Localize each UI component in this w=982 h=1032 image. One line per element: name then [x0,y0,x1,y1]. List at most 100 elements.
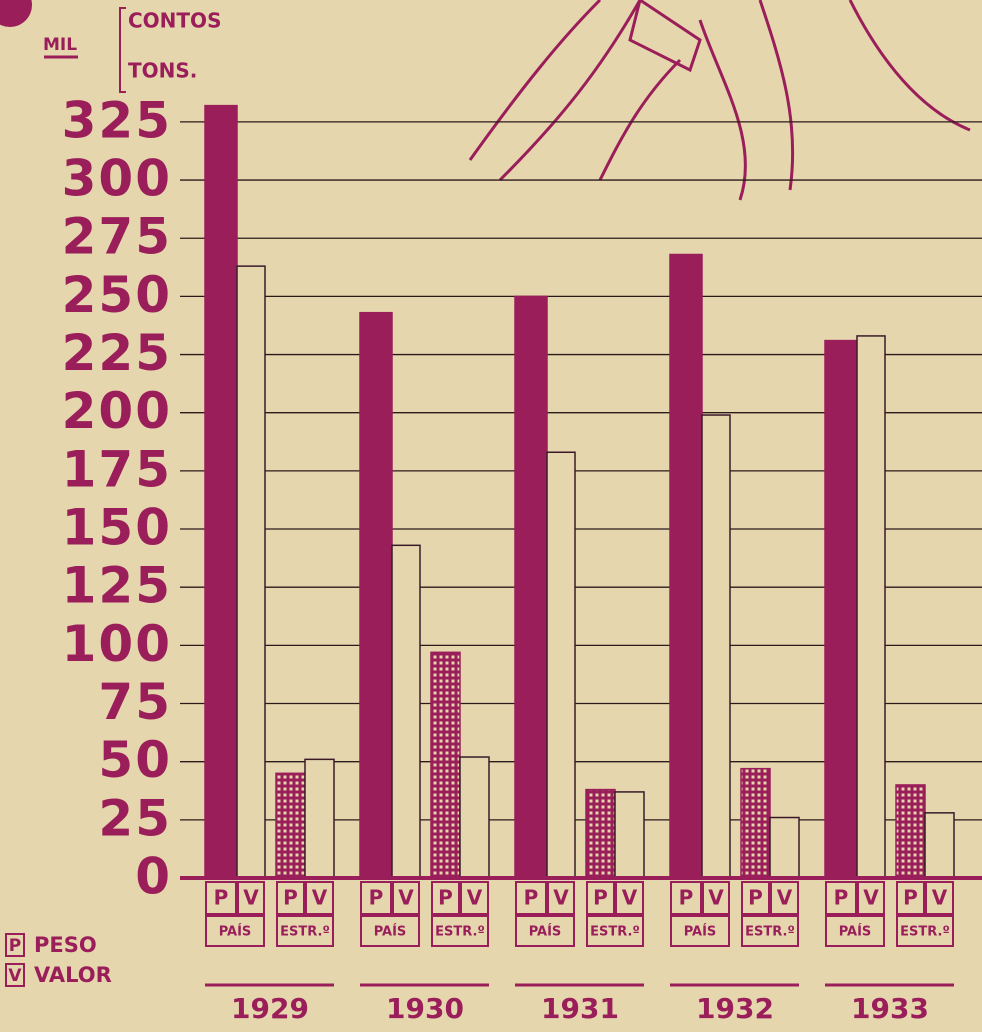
bar [769,816,800,879]
key-box [360,881,392,915]
group-box [896,915,954,947]
bar [740,767,771,879]
bracket [119,7,126,93]
group-box [586,915,644,947]
group-label: PAÍS [684,924,717,940]
bar-key: V [243,886,259,910]
x-tick-label: 1932 [696,992,774,1025]
key-box [925,881,954,915]
group-label: PAÍS [219,924,252,940]
bar [430,651,461,879]
y-tick-label: 100 [62,615,172,673]
group-label: ESTR.º [590,925,640,940]
legend-label: VALOR [34,963,112,987]
x-tick-label: 1930 [386,992,464,1025]
y-tick-label: 175 [62,440,172,498]
bar-key: P [214,886,229,910]
y-tick-label: 75 [98,673,172,731]
group-box [515,915,575,947]
bar [514,295,548,879]
x-tick-label: 1931 [541,992,619,1025]
group-label: PAÍS [374,924,407,940]
bar [459,756,490,879]
x-tick-label: 1929 [231,992,309,1025]
x-tick-label: 1933 [851,992,929,1025]
legend-key: P [9,936,21,956]
bar-key: P [834,886,849,910]
key-box [237,881,265,915]
group-label: ESTR.º [280,925,330,940]
y-tick-label: 225 [62,324,172,382]
decoration [0,0,971,201]
y-tick-label: 25 [98,789,172,847]
bar [614,791,645,879]
y-tick-label: 150 [62,499,172,557]
key-box [276,881,305,915]
y-tick-label: 125 [62,557,172,615]
unit-label: MIL [43,35,77,55]
bar-key: V [467,886,483,910]
key-box [896,881,925,915]
bar-key: P [438,886,453,910]
y-tick-label: 0 [135,848,172,906]
legend-box [5,933,25,957]
bar-key: P [903,886,918,910]
bar-key: V [863,886,879,910]
group-label: ESTR.º [745,925,795,940]
group-box [205,915,265,947]
bar [204,104,238,879]
bar [275,772,306,879]
y-tick-label: 300 [62,150,172,208]
bar-key: P [679,886,694,910]
bar-key: V [622,886,638,910]
group-box [360,915,420,947]
group-box [431,915,489,947]
bar-key: P [593,886,608,910]
y-tick-label: 250 [62,266,172,324]
bar-key: P [283,886,298,910]
bar [359,311,393,879]
key-box [305,881,334,915]
bar [824,339,858,879]
key-box [741,881,770,915]
y-tick-label: 325 [62,91,172,149]
key-box [702,881,730,915]
key-box [615,881,644,915]
bar [304,758,335,879]
key-box [586,881,615,915]
bar [236,265,266,879]
legend-box [5,963,25,987]
legend-key: V [8,966,22,986]
axis-label: CONTOS [128,9,221,33]
group-label: PAÍS [529,924,562,940]
key-box [770,881,799,915]
group-box [276,915,334,947]
group-label: ESTR.º [900,925,950,940]
key-box [460,881,489,915]
key-box [547,881,575,915]
y-tick-label: 275 [62,208,172,266]
bar-key: P [524,886,539,910]
key-box [392,881,420,915]
bar [391,544,421,879]
key-box [670,881,702,915]
bar-key: V [398,886,414,910]
key-box [205,881,237,915]
bar [546,451,576,879]
bar-key: V [312,886,328,910]
bar-key: P [369,886,384,910]
y-tick-label: 200 [62,382,172,440]
key-box [431,881,460,915]
bar [701,414,731,879]
bar [669,253,703,879]
legend-label: PESO [34,933,97,957]
bar [895,784,926,879]
bar-key: V [777,886,793,910]
axis-label: TONS. [128,59,197,83]
bar [856,335,886,879]
bar-key: V [708,886,724,910]
bar-key: V [932,886,948,910]
key-box [825,881,857,915]
bar-key: P [748,886,763,910]
